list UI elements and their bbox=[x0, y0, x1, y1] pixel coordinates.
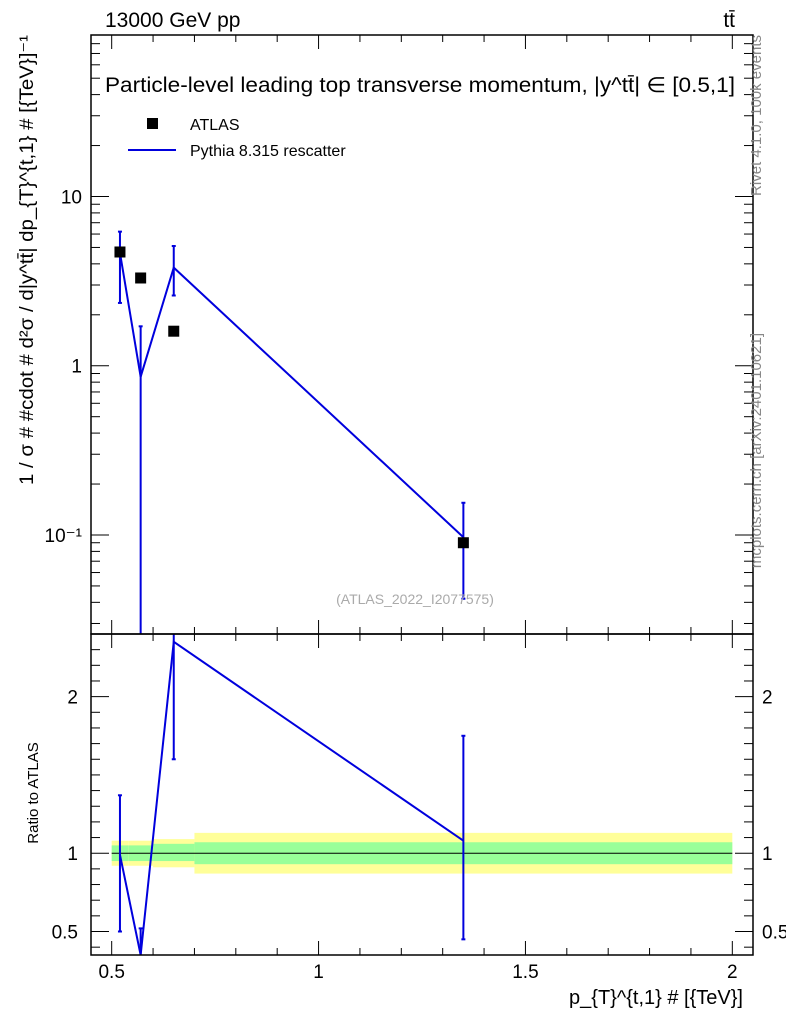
axis-ticks bbox=[91, 34, 753, 955]
mc-line-ratio bbox=[118, 640, 464, 956]
atlas-data-point bbox=[457, 537, 469, 549]
ratio-y-tick-label-left: 2 bbox=[67, 688, 78, 709]
energy-label: 13000 GeV pp bbox=[105, 9, 240, 32]
ratio-y-tick-label-right: 2 bbox=[762, 688, 773, 709]
mcplots-label: mcplots.cern.ch [arXiv:2401.10621] bbox=[748, 333, 765, 568]
ratio-y-tick-label-right: 1 bbox=[762, 844, 773, 865]
rivet-version-label: Rivet 4.1.0, 100k events bbox=[748, 35, 765, 196]
x-tick-label: 1 bbox=[313, 962, 324, 983]
mc-line-main bbox=[118, 252, 465, 538]
atlas-data-point bbox=[168, 325, 180, 337]
axis-tick-labels: 0.5 1 1.5 2 10⁻¹ 1 10 0.5 0.5 1 1 2 2 bbox=[45, 187, 786, 983]
x-axis-title: p_{T}^{t,1} # [{TeV}] bbox=[569, 987, 743, 1009]
ratio-y-axis-title: Ratio to ATLAS bbox=[25, 742, 42, 843]
main-y-tick-label: 10 bbox=[61, 187, 82, 208]
ratio-y-tick-label-right: 0.5 bbox=[762, 923, 786, 944]
atlas-data-point bbox=[114, 246, 126, 258]
ratio-y-tick-label-left: 1 bbox=[67, 844, 78, 865]
x-tick-label: 2 bbox=[727, 962, 738, 983]
series-layer bbox=[114, 230, 469, 956]
ratio-y-tick-label-left: 0.5 bbox=[52, 923, 78, 944]
process-label: tt̄ bbox=[723, 9, 735, 32]
ratio-inner-band-2 bbox=[153, 843, 195, 862]
x-tick-label: 0.5 bbox=[98, 962, 124, 983]
main-y-tick-label: 10⁻¹ bbox=[45, 526, 83, 547]
main-y-tick-label: 1 bbox=[71, 357, 82, 378]
analysis-watermark: (ATLAS_2022_I2077575) bbox=[336, 591, 494, 607]
chart-title: Particle-level leading top transverse mo… bbox=[105, 74, 735, 97]
ratio-plot-frame bbox=[90, 633, 754, 956]
atlas-data-point bbox=[135, 272, 147, 284]
main-y-axis-title: 1 / σ # #cdot # d²σ / d|y^tt̄| dp_{T}^{t… bbox=[17, 35, 38, 485]
legend: ATLAS Pythia 8.315 rescatter bbox=[128, 117, 346, 160]
x-tick-label: 1.5 bbox=[512, 962, 538, 983]
plot-frames bbox=[90, 34, 754, 956]
legend-marker-atlas bbox=[147, 118, 158, 129]
legend-label-atlas: ATLAS bbox=[190, 117, 240, 134]
legend-label-pythia: Pythia 8.315 rescatter bbox=[190, 143, 346, 160]
